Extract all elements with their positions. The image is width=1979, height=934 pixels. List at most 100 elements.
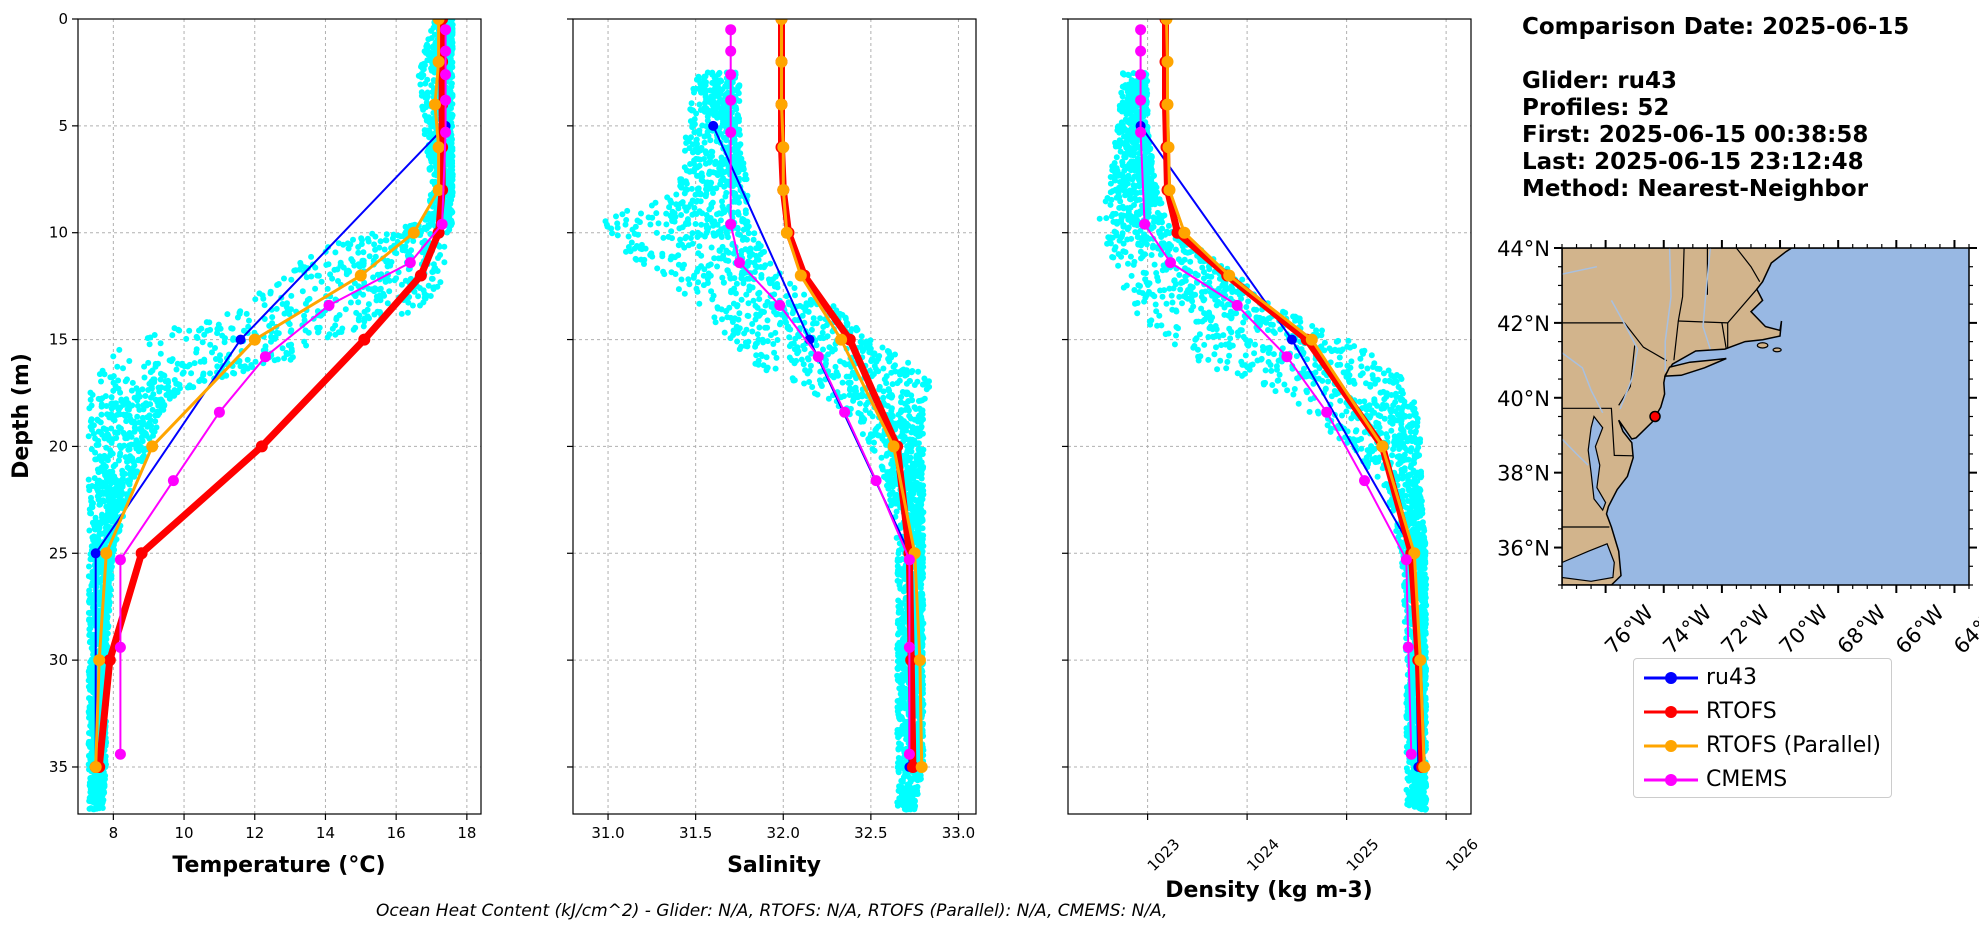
y-tick-label: 20	[49, 437, 68, 455]
glider-raw-point	[418, 92, 425, 99]
glider-raw-point	[715, 86, 722, 93]
glider-raw-point	[336, 312, 343, 318]
glider-raw-point	[858, 333, 865, 340]
glider-raw-point	[186, 327, 193, 334]
glider-raw-point	[381, 246, 388, 253]
glider-raw-point	[712, 170, 719, 176]
glider-raw-point	[138, 429, 145, 436]
glider-raw-point	[894, 666, 901, 672]
series-point	[440, 94, 452, 106]
glider-raw-point	[261, 302, 268, 309]
glider-raw-point	[140, 452, 147, 459]
glider-raw-point	[266, 322, 273, 329]
glider-raw-point	[449, 39, 456, 46]
glider-raw-point	[723, 247, 730, 254]
glider-raw-point	[95, 437, 102, 444]
glider-raw-point	[348, 285, 355, 292]
glider-raw-point	[745, 230, 752, 237]
glider-raw-point	[101, 514, 108, 521]
glider-raw-point	[417, 302, 423, 309]
glider-raw-point	[703, 123, 710, 130]
glider-raw-point	[183, 335, 190, 342]
glider-raw-point	[926, 383, 933, 390]
glider-raw-point	[751, 269, 758, 275]
glider-raw-point	[376, 272, 383, 279]
glider-raw-point	[448, 80, 455, 87]
glider-raw-point	[738, 296, 745, 303]
glider-raw-point	[402, 224, 409, 231]
glider-raw-point	[735, 231, 742, 238]
glider-raw-point	[901, 791, 908, 798]
glider-raw-point	[449, 192, 456, 199]
glider-raw-point	[716, 210, 723, 217]
glider-raw-point	[791, 285, 798, 291]
series-point	[259, 351, 271, 363]
glider-raw-point	[735, 316, 742, 323]
glider-raw-point	[380, 290, 387, 297]
glider-raw-point	[623, 248, 629, 255]
glider-raw-point	[126, 430, 133, 436]
glider-raw-point	[306, 295, 313, 302]
glider-raw-point	[271, 335, 278, 342]
glider-raw-point	[361, 308, 368, 315]
glider-raw-point	[286, 321, 293, 328]
glider-raw-point	[418, 63, 424, 70]
glider-raw-point	[196, 378, 203, 385]
glider-raw-point	[926, 378, 932, 385]
x-tick-label: 10	[175, 824, 194, 842]
glider-raw-point	[803, 300, 810, 307]
glider-raw-point	[895, 597, 902, 604]
glider-raw-point	[432, 178, 439, 185]
glider-raw-point	[707, 261, 714, 268]
glider-raw-point	[240, 368, 247, 375]
glider-raw-point	[707, 185, 714, 192]
glider-raw-scatter	[85, 19, 456, 813]
glider-raw-point	[147, 401, 154, 408]
glider-raw-point	[770, 341, 777, 347]
glider-raw-point	[212, 345, 218, 351]
glider-raw-point	[86, 405, 93, 412]
glider-raw-point	[209, 349, 215, 356]
series-point	[167, 475, 179, 487]
glider-raw-point	[98, 411, 105, 418]
glider-raw-point	[145, 359, 152, 366]
glider-raw-point	[734, 303, 741, 310]
glider-raw-point	[249, 364, 256, 370]
glider-raw-point	[807, 362, 814, 369]
glider-raw-point	[678, 212, 685, 218]
glider-raw-point	[142, 393, 149, 399]
glider-raw-point	[820, 346, 826, 353]
glider-raw-point	[349, 258, 356, 265]
glider-raw-point	[217, 352, 223, 359]
glider-raw-point	[364, 235, 371, 242]
glider-raw-point	[217, 357, 224, 364]
glider-raw-point	[360, 249, 367, 256]
glider-raw-point	[108, 514, 114, 521]
glider-raw-point	[103, 403, 110, 409]
glider-raw-point	[841, 393, 847, 400]
glider-raw-point	[701, 266, 708, 273]
glider-raw-point	[148, 385, 155, 392]
glider-raw-point	[125, 457, 132, 464]
glider-raw-point	[719, 316, 725, 323]
series-point	[90, 548, 101, 559]
glider-raw-point	[331, 266, 338, 273]
glider-raw-point	[425, 282, 432, 289]
glider-raw-point	[866, 367, 873, 374]
glider-raw-point	[136, 419, 143, 426]
glider-raw-point	[688, 134, 694, 141]
glider-raw-point	[281, 310, 288, 317]
glider-raw-point	[446, 142, 453, 149]
glider-raw-point	[622, 221, 629, 228]
glider-raw-point	[184, 384, 191, 391]
y-tick-label: 30	[49, 651, 68, 669]
glider-raw-point	[98, 569, 105, 576]
glider-raw-point	[894, 727, 901, 733]
glider-raw-point	[372, 233, 379, 240]
glider-raw-point	[865, 436, 872, 443]
glider-raw-point	[157, 350, 164, 357]
glider-raw-point	[308, 253, 315, 260]
glider-raw-point	[150, 391, 157, 398]
glider-raw-point	[773, 354, 780, 361]
